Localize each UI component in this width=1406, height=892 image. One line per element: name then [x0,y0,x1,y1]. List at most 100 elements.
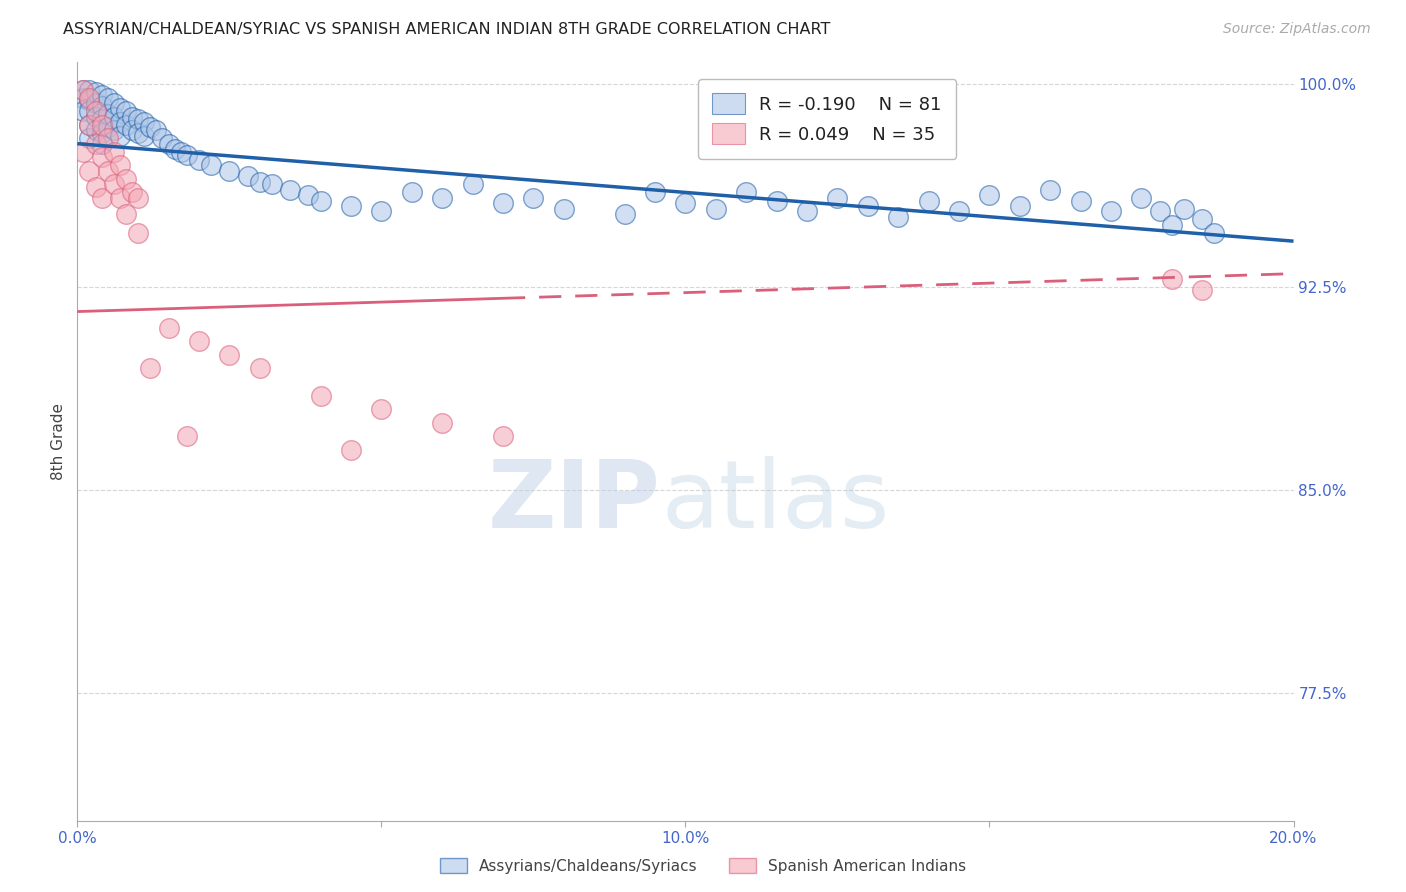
Point [139,120,162,135]
Point [145,123,167,137]
Point [249,361,271,376]
Point [90,118,112,132]
Point [79,118,101,132]
Point [1039,183,1062,197]
Point [115,172,138,186]
Point [97,107,120,121]
Point [103,110,125,124]
Point [553,202,575,216]
Point [163,142,186,156]
Point [90,87,112,102]
Point [1173,202,1195,216]
Point [236,169,259,184]
Point [401,186,423,200]
Point [492,196,515,211]
Point [84,104,107,119]
Point [1130,191,1153,205]
Point [200,158,222,172]
Point [827,191,849,205]
Point [108,191,131,205]
Text: atlas: atlas [661,456,890,549]
Point [103,123,125,137]
Point [84,110,107,124]
Point [735,186,758,200]
Point [115,207,138,221]
Point [1204,226,1226,240]
Point [918,194,941,208]
Point [856,199,879,213]
Point [1191,283,1213,297]
Point [84,85,107,99]
Point [134,128,156,143]
Point [134,115,156,129]
Point [127,226,149,240]
Point [1099,204,1122,219]
Point [72,82,94,96]
Point [979,188,1001,202]
Point [644,186,666,200]
Y-axis label: 8th Grade: 8th Grade [51,403,66,480]
Point [108,128,131,143]
Point [90,112,112,127]
Point [887,210,910,224]
Point [115,104,138,119]
Point [340,199,363,213]
Point [139,361,162,376]
Point [72,104,94,119]
Point [84,96,107,111]
Point [218,348,240,362]
Point [522,191,544,205]
Point [127,191,149,205]
Point [370,204,392,219]
Point [72,90,94,104]
Point [176,147,198,161]
Point [1161,218,1184,232]
Point [675,196,697,211]
Point [340,442,363,457]
Point [121,186,143,200]
Point [90,99,112,113]
Point [90,150,112,164]
Point [309,194,332,208]
Point [72,145,94,159]
Point [188,153,211,167]
Point [97,90,120,104]
Point [121,123,143,137]
Point [461,178,484,192]
Point [948,204,970,219]
Point [84,136,107,151]
Point [278,183,301,197]
Point [90,136,112,151]
Point [1191,212,1213,227]
Point [765,194,787,208]
Point [188,334,211,349]
Text: ASSYRIAN/CHALDEAN/SYRIAC VS SPANISH AMERICAN INDIAN 8TH GRADE CORRELATION CHART: ASSYRIAN/CHALDEAN/SYRIAC VS SPANISH AMER… [63,22,831,37]
Point [79,82,101,96]
Point [115,118,138,132]
Text: ZIP: ZIP [488,456,661,549]
Point [260,178,283,192]
Point [796,204,818,219]
Point [90,126,112,140]
Point [157,136,180,151]
Point [79,104,101,119]
Point [108,102,131,116]
Point [103,96,125,111]
Legend: R = -0.190    N = 81, R = 0.049    N = 35: R = -0.190 N = 81, R = 0.049 N = 35 [697,79,956,159]
Point [79,94,101,108]
Point [97,163,120,178]
Point [309,388,332,402]
Point [370,402,392,417]
Point [79,131,101,145]
Text: Source: ZipAtlas.com: Source: ZipAtlas.com [1223,22,1371,37]
Point [79,163,101,178]
Point [79,90,101,104]
Point [157,320,180,334]
Point [170,145,193,159]
Point [1149,204,1171,219]
Point [218,163,240,178]
Legend: Assyrians/Chaldeans/Syriacs, Spanish American Indians: Assyrians/Chaldeans/Syriacs, Spanish Ame… [433,852,973,880]
Point [152,131,174,145]
Point [84,180,107,194]
Point [176,429,198,443]
